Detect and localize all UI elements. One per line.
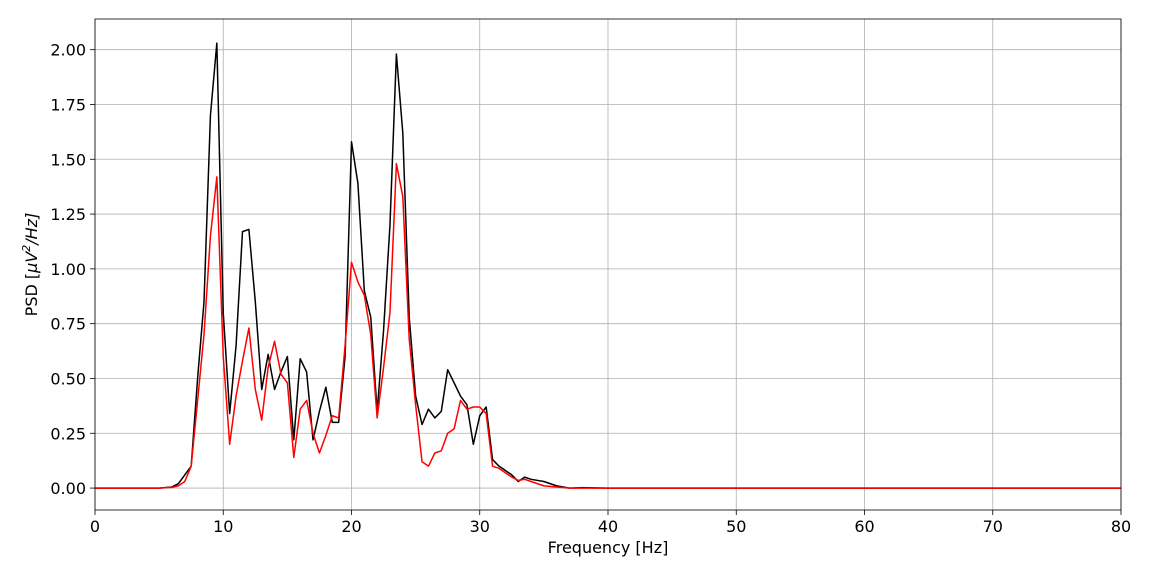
series-line-1 [95, 42, 1121, 489]
x-axis-label: Frequency [Hz] [548, 538, 669, 557]
x-tick-label: 20 [341, 517, 361, 536]
x-tick-label: 70 [983, 517, 1003, 536]
y-axis-label-superscript: 2 [20, 245, 33, 252]
x-tick-label: 0 [90, 517, 100, 536]
y-tick-label: 1.00 [50, 260, 86, 279]
plot-frame [94, 18, 1122, 511]
axis-ticks [90, 49, 1122, 515]
y-tick-label: 0.25 [50, 424, 86, 443]
x-tick-label: 40 [598, 517, 618, 536]
y-axis-label-prefix: PSD [ [22, 273, 41, 316]
x-tick-label: 10 [213, 517, 233, 536]
y-tick-label: 1.75 [50, 95, 86, 114]
y-tick-label: 0.00 [50, 479, 86, 498]
y-tick-label: 0.75 [50, 315, 86, 334]
y-axis-label-unit: μV [22, 251, 41, 274]
y-tick-label: 1.25 [50, 205, 86, 224]
x-tick-label: 30 [470, 517, 490, 536]
y-tick-label: 2.00 [50, 41, 86, 60]
y-axis-label-suffix: /Hz] [22, 213, 41, 247]
x-tick-label: 80 [1111, 517, 1131, 536]
data-series [95, 42, 1121, 489]
series-line-2 [95, 162, 1121, 489]
y-tick-labels: 0.00 0.25 0.50 0.75 1.00 1.25 1.50 1.75 2.00 [50, 41, 86, 498]
x-tick-labels: 0 10 20 30 40 50 60 70 80 [90, 517, 1131, 536]
y-tick-label: 0.50 [50, 369, 86, 388]
y-tick-label: 1.50 [50, 150, 86, 169]
x-tick-label: 50 [726, 517, 746, 536]
x-tick-label: 60 [854, 517, 874, 536]
grid-lines [94, 19, 1122, 510]
y-axis-label: PSD [μV2/Hz] [20, 213, 41, 317]
